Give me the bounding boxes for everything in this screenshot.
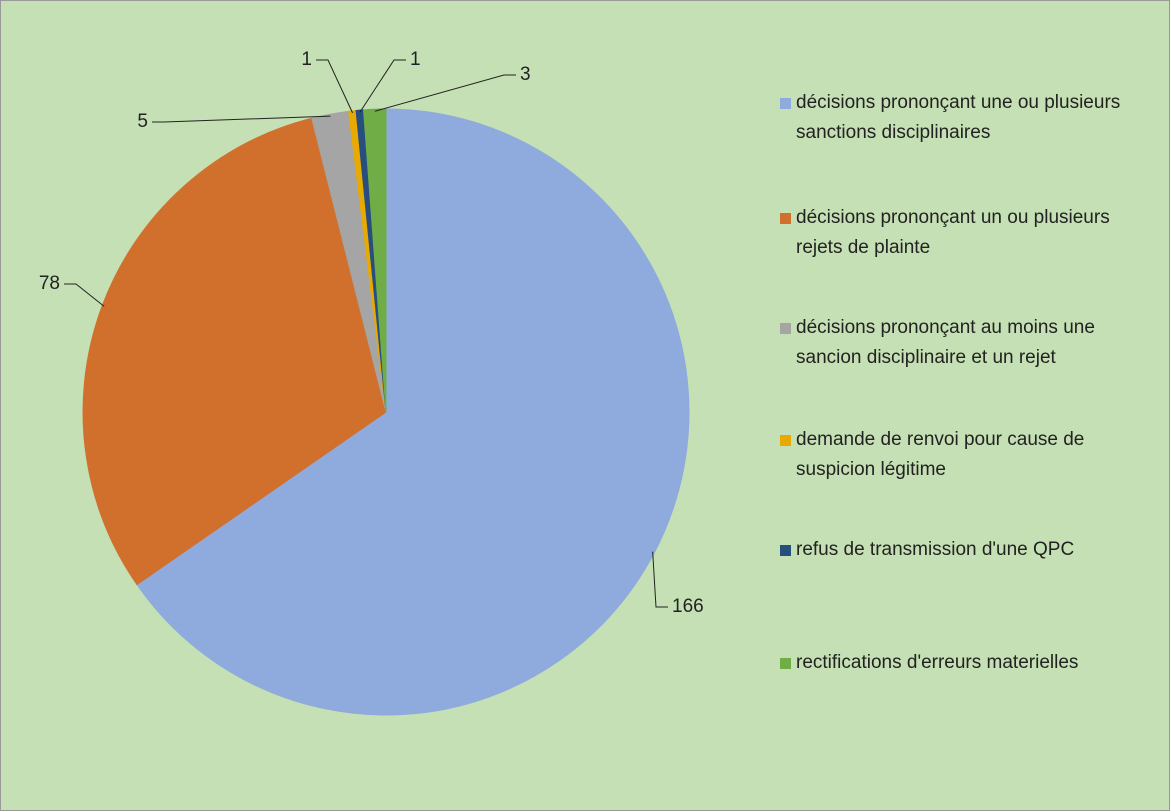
data-label: 1 bbox=[301, 49, 312, 70]
legend-label: décisions prononçant une ou plusieurs sa… bbox=[796, 92, 1121, 143]
legend-item: rectifications d'erreurs materielles bbox=[780, 648, 1160, 678]
legend-item: refus de transmission d'une QPC bbox=[780, 535, 1160, 565]
data-label: 166 bbox=[672, 596, 704, 617]
leader-line bbox=[652, 551, 668, 608]
legend-item: décisions prononçant une ou plusieurs sa… bbox=[780, 88, 1160, 148]
data-label: 3 bbox=[520, 64, 531, 85]
legend-item: décisions prononçant au moins une sancio… bbox=[780, 313, 1160, 373]
leader-line bbox=[152, 115, 331, 123]
legend-swatch bbox=[780, 545, 791, 556]
leader-line bbox=[359, 59, 406, 113]
pie-slice bbox=[82, 117, 387, 586]
legend-swatch bbox=[780, 658, 791, 669]
legend-swatch bbox=[780, 98, 791, 109]
legend-item: décisions prononçant un ou plusieurs rej… bbox=[780, 203, 1160, 263]
legend-label: rectifications d'erreurs materielles bbox=[796, 652, 1079, 673]
leader-line bbox=[374, 74, 516, 112]
data-label: 1 bbox=[410, 49, 421, 70]
pie-slice bbox=[136, 108, 690, 716]
legend-label: refus de transmission d'une QPC bbox=[796, 539, 1075, 560]
legend-label: décisions prononçant au moins une sancio… bbox=[796, 317, 1095, 368]
legend-label: décisions prononçant un ou plusieurs rej… bbox=[796, 207, 1110, 258]
data-label: 78 bbox=[39, 273, 60, 294]
legend-item: demande de renvoi pour cause de suspicio… bbox=[780, 425, 1160, 485]
leader-line bbox=[64, 283, 105, 307]
pie-slice bbox=[362, 108, 387, 413]
legend-swatch bbox=[780, 323, 791, 334]
legend-label: demande de renvoi pour cause de suspicio… bbox=[796, 429, 1085, 480]
leader-line bbox=[316, 59, 354, 114]
legend-swatch bbox=[780, 213, 791, 224]
legend-swatch bbox=[780, 435, 791, 446]
data-label: 5 bbox=[137, 111, 148, 132]
